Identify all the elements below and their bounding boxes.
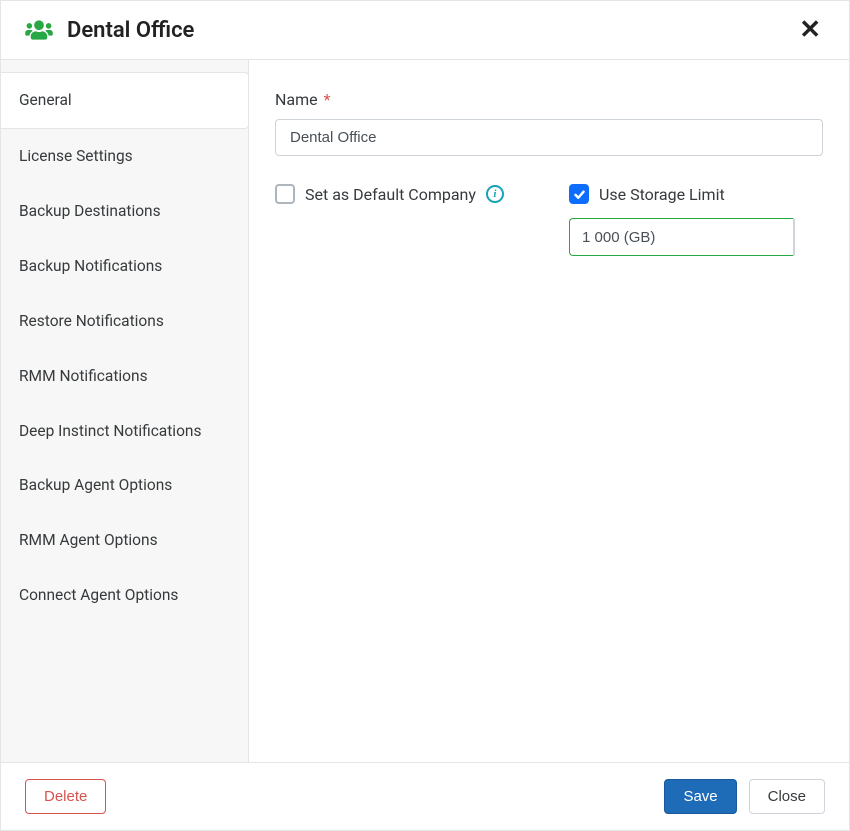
modal-footer: Delete Save Close (1, 762, 849, 830)
required-mark: * (324, 90, 331, 109)
modal-title: Dental Office (67, 18, 795, 43)
storage-limit-stepper: + − (569, 218, 783, 256)
spin-up-button[interactable]: + (794, 219, 795, 237)
sidebar-item-rmm-agent-options[interactable]: RMM Agent Options (1, 513, 248, 568)
close-button[interactable]: Close (749, 779, 825, 814)
storage-limit-label: Use Storage Limit (599, 185, 725, 204)
spin-buttons: + − (793, 218, 795, 256)
delete-button[interactable]: Delete (25, 779, 106, 814)
default-company-col: Set as Default Company i (275, 184, 529, 256)
save-button[interactable]: Save (664, 779, 736, 814)
modal-header: Dental Office ✕ (1, 1, 849, 60)
close-icon[interactable]: ✕ (795, 17, 825, 43)
users-icon (25, 19, 53, 41)
storage-limit-checkbox[interactable] (569, 184, 589, 204)
storage-limit-check-line: Use Storage Limit (569, 184, 823, 204)
sidebar-item-rmm-notifications[interactable]: RMM Notifications (1, 349, 248, 404)
name-label: Name * (275, 90, 823, 109)
sidebar-item-deep-instinct-notifications[interactable]: Deep Instinct Notifications (1, 404, 248, 459)
company-name-input[interactable] (275, 119, 823, 156)
storage-limit-input[interactable] (569, 218, 793, 256)
default-company-check-line: Set as Default Company i (275, 184, 529, 204)
default-company-checkbox[interactable] (275, 184, 295, 204)
sidebar-item-restore-notifications[interactable]: Restore Notifications (1, 294, 248, 349)
sidebar-item-general[interactable]: General (1, 72, 249, 129)
sidebar-item-license-settings[interactable]: License Settings (1, 129, 248, 184)
company-settings-modal: Dental Office ✕ General License Settings… (0, 0, 850, 831)
name-label-text: Name (275, 90, 318, 109)
sidebar-item-backup-notifications[interactable]: Backup Notifications (1, 239, 248, 294)
modal-body: General License Settings Backup Destinat… (1, 60, 849, 762)
info-icon[interactable]: i (486, 185, 504, 203)
spin-down-button[interactable]: − (794, 237, 795, 255)
options-row: Set as Default Company i Use Storage Lim… (275, 184, 823, 256)
default-company-label: Set as Default Company (305, 185, 476, 204)
general-panel: Name * Set as Default Company i (249, 60, 849, 762)
sidebar-item-backup-destinations[interactable]: Backup Destinations (1, 184, 248, 239)
settings-sidebar: General License Settings Backup Destinat… (1, 60, 249, 762)
sidebar-item-connect-agent-options[interactable]: Connect Agent Options (1, 568, 248, 623)
storage-limit-col: Use Storage Limit + − (569, 184, 823, 256)
sidebar-item-backup-agent-options[interactable]: Backup Agent Options (1, 458, 248, 513)
